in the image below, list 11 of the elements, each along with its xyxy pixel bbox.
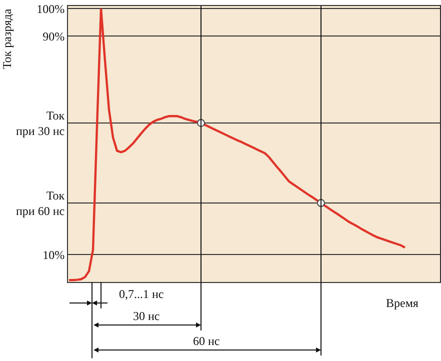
text: 60 нс bbox=[193, 334, 220, 348]
text: 0,7...1 нс bbox=[119, 287, 164, 301]
y-tick-label: 90% bbox=[42, 29, 65, 44]
x-axis-title: Время bbox=[386, 296, 419, 310]
line-series bbox=[68, 8, 406, 282]
text: 30 нс bbox=[133, 309, 160, 323]
y-tick-label: 100% bbox=[36, 2, 65, 16]
y-tick-label: 10% bbox=[42, 248, 65, 262]
y-tick-label: Ток при 60 нс bbox=[16, 188, 65, 218]
y-axis-title: Ток разряда bbox=[0, 8, 14, 70]
y-tick-label: Ток при 30 нс bbox=[16, 108, 65, 138]
